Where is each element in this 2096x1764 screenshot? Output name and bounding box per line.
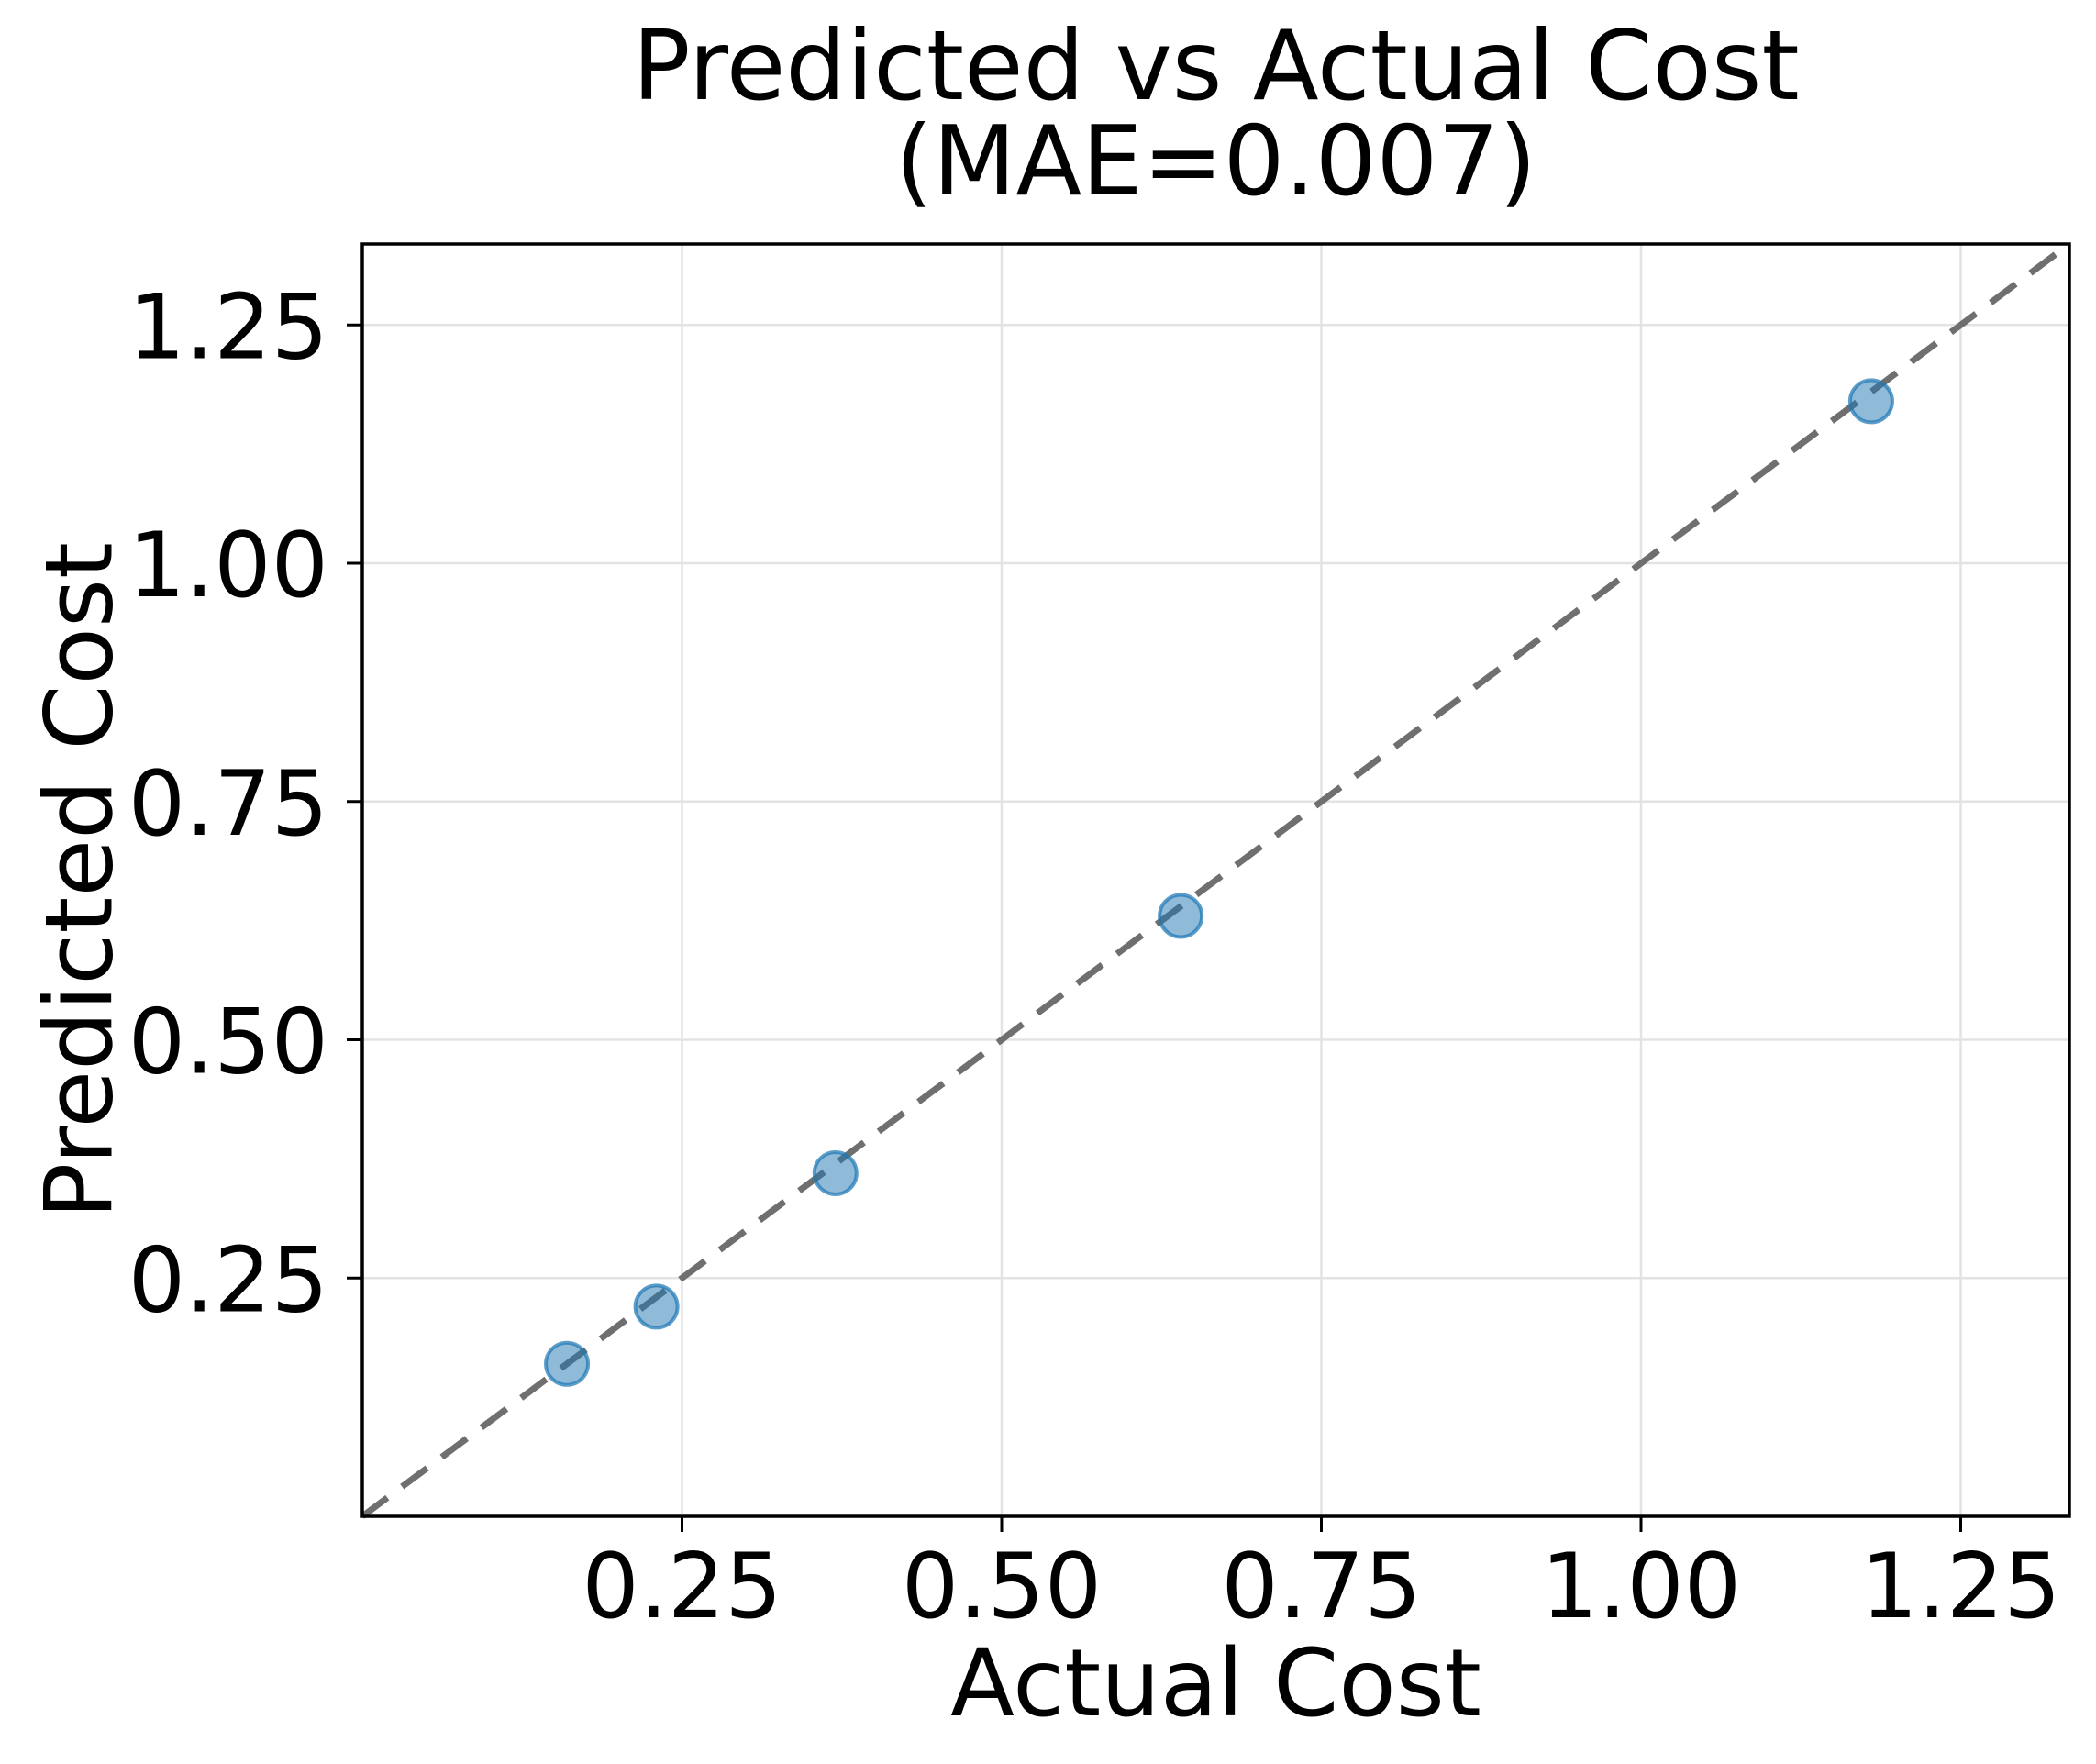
- y-tick-label: 1.25: [128, 275, 328, 380]
- chart-title-line2: (MAE=0.007): [894, 105, 1537, 217]
- x-tick-label: 0.25: [582, 1535, 782, 1639]
- chart-title: Predicted vs Actual Cost (MAE=0.007): [362, 10, 2069, 217]
- x-tick-label: 0.75: [1221, 1535, 1421, 1639]
- y-tick-label: 0.25: [128, 1228, 328, 1333]
- x-tick-label: 1.00: [1541, 1535, 1741, 1639]
- data-point: [1158, 893, 1204, 939]
- chart-title-line1: Predicted vs Actual Cost: [632, 10, 1800, 122]
- x-tick-label: 1.25: [1860, 1535, 2060, 1639]
- data-point: [812, 1149, 859, 1196]
- x-tick-label: 0.50: [902, 1535, 1102, 1639]
- data-point: [1847, 378, 1894, 425]
- y-tick-label: 1.00: [128, 514, 328, 618]
- y-tick-label: 0.50: [128, 991, 328, 1095]
- x-axis-label: Actual Cost: [950, 1629, 1481, 1738]
- identity-line: [360, 241, 2072, 1519]
- data-point: [544, 1340, 591, 1387]
- data-point: [633, 1283, 680, 1330]
- y-axis-label: Predicted Cost: [25, 541, 135, 1220]
- plot-border: [360, 242, 2071, 1518]
- y-tick-label: 0.75: [128, 752, 328, 857]
